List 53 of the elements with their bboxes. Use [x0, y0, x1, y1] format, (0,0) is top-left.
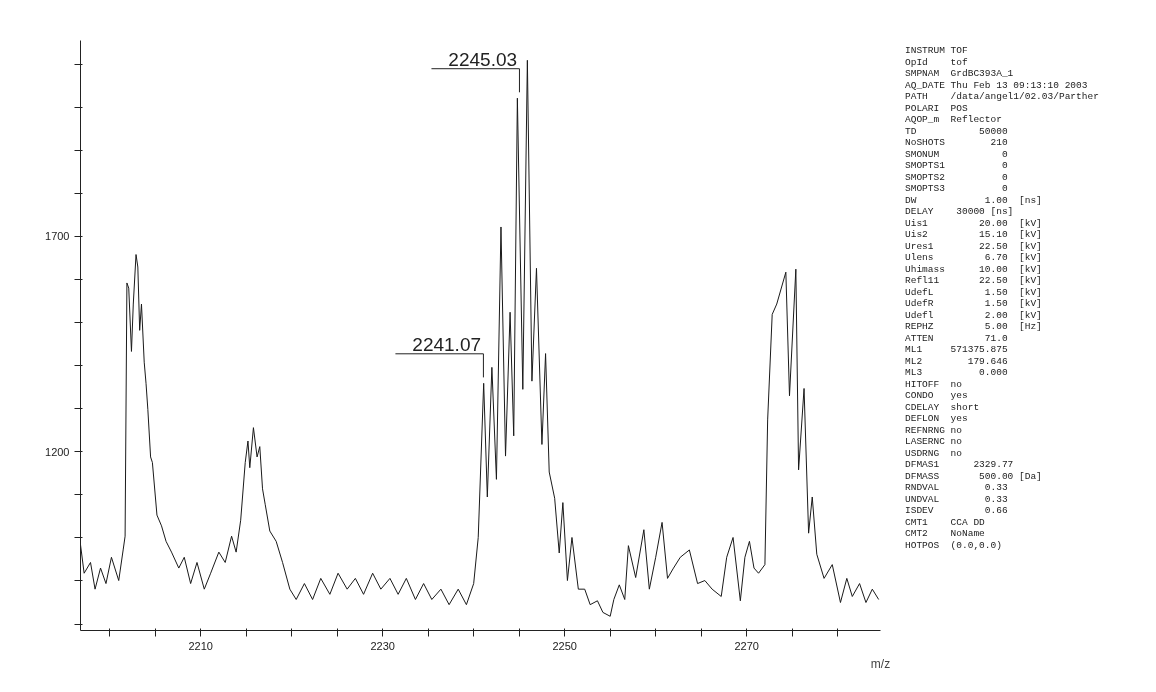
text: PATH /data/angel1/02.03/Parther [905, 91, 1099, 102]
x-tick-label: 2250 [552, 639, 577, 652]
x-tick-label: 2230 [370, 639, 395, 652]
text: TD 50000 [905, 125, 1008, 137]
text: ML3 0.000 [905, 367, 1008, 378]
y-tick-label: 1700 [45, 230, 70, 243]
text: ML1 571375.875 [905, 344, 1008, 355]
text: Udefl 2.00 [kV] [905, 309, 1042, 321]
text: CMT2 NoName [905, 528, 985, 539]
text: POLARI POS [905, 102, 968, 114]
x-tick-label: 2210 [188, 639, 213, 652]
y-tick-label: 1200 [45, 445, 70, 458]
text: RNDVAL 0.33 [905, 482, 1008, 493]
text: INSTRUM TOF [905, 45, 968, 56]
text: Refl11 22.50 [kV] [905, 275, 1042, 286]
text: UNDVAL 0.33 [905, 493, 1008, 505]
text: SMOPTS2 0 [905, 171, 1008, 183]
text: UdefL 1.50 [kV] [905, 286, 1042, 298]
text: DW 1.00 [ns] [905, 194, 1042, 206]
text: Ulens 6.70 [kV] [905, 252, 1042, 263]
text: LASERNC no [905, 436, 963, 447]
text: ML2 179.646 [905, 355, 1008, 367]
text: ATTEN 71.0 [905, 332, 1008, 344]
text: Ures1 22.50 [kV] [905, 240, 1042, 252]
text: ISDEV 0.66 [905, 505, 1008, 516]
text: USDRNG no [905, 447, 963, 459]
text: DFMASS 500.00 [Da] [905, 470, 1042, 482]
text: CMT1 CCA DD [905, 516, 985, 528]
text: Uis2 15.10 [kV] [905, 229, 1042, 240]
text: DFMAS1 2329.77 [905, 459, 1014, 470]
text: DEFLON yes [905, 413, 968, 424]
text: SMONUM 0 [905, 148, 1008, 160]
text: REPHZ 5.00 [Hz] [905, 321, 1042, 332]
x-axis-title: m/z [870, 656, 891, 671]
text: SMOPTS1 0 [905, 160, 1008, 171]
annotation: 2241.07 [412, 334, 482, 356]
text: AQ_DATE Thu Feb 13 09:13:10 2003 [905, 79, 1088, 91]
x-tick-label: 2270 [734, 639, 759, 652]
text: SMPNAM GrdBC393A_1 [905, 68, 1014, 79]
text: HITOFF no [905, 378, 963, 390]
text: Uis1 20.00 [kV] [905, 217, 1042, 229]
text: SMOPTS3 0 [905, 183, 1008, 194]
text: HOTPOS (0.0,0.0) [905, 539, 1002, 551]
text: OpId tof [905, 56, 968, 68]
text: CONDO yes [905, 390, 968, 401]
text: DELAY 30000 [ns] [905, 206, 1014, 217]
text: Uhimass 10.00 [kV] [905, 263, 1042, 275]
text: UdefR 1.50 [kV] [905, 298, 1042, 309]
text: NoSHOTS 210 [905, 137, 1008, 148]
text: CDELAY short [905, 401, 980, 413]
text: REFNRNG no [905, 424, 963, 436]
annotation: 2245.03 [448, 49, 518, 71]
text: AQOP_m Reflector [905, 114, 1002, 125]
